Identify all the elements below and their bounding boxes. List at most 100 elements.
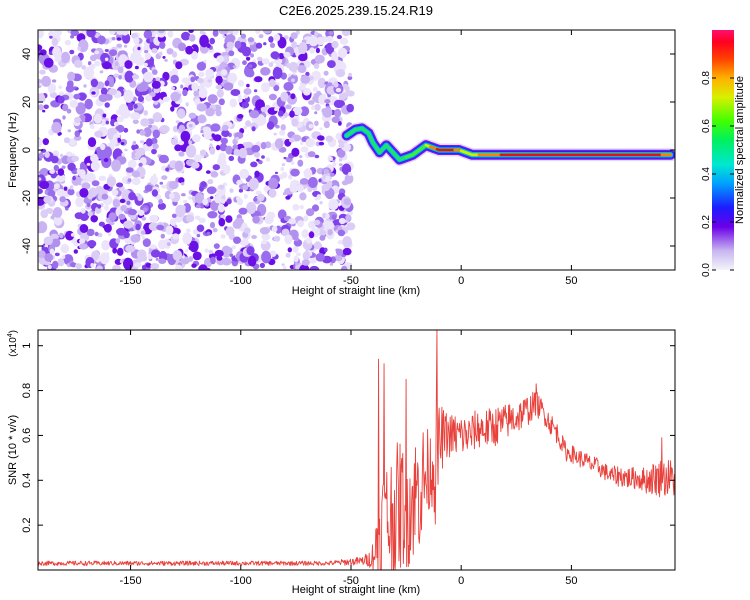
y-tick-label: 0.8: [21, 383, 33, 398]
noise-blob: [214, 194, 222, 204]
y-tick-label: -40: [21, 238, 33, 254]
noise-blob: [69, 138, 77, 147]
noise-blob: [43, 195, 52, 204]
noise-blob: [42, 138, 49, 146]
noise-blob: [218, 98, 225, 106]
noise-blob: [127, 178, 132, 183]
noise-blob: [203, 59, 207, 64]
noise-blob: [125, 167, 134, 173]
noise-blob: [281, 171, 288, 179]
noise-blob: [255, 30, 261, 35]
noise-blob: [261, 250, 272, 264]
noise-blob: [170, 74, 179, 84]
noise-blob: [151, 137, 158, 145]
noise-blob: [216, 255, 223, 261]
noise-blob: [90, 263, 95, 268]
noise-blob: [331, 51, 338, 60]
noise-blob: [54, 54, 62, 63]
noise-blob: [104, 117, 109, 122]
noise-blob: [70, 233, 75, 237]
noise-blob: [268, 177, 279, 190]
noise-blob: [341, 163, 352, 175]
noise-blob: [220, 234, 226, 239]
noise-blob: [145, 138, 153, 147]
noise-blob: [236, 179, 243, 185]
noise-blob: [49, 210, 53, 215]
noise-blob: [113, 121, 119, 127]
snr-series: [38, 330, 675, 570]
noise-blob: [64, 39, 71, 46]
noise-blob: [73, 249, 79, 254]
noise-blob: [191, 51, 198, 60]
noise-blob: [251, 235, 257, 239]
noise-blob: [143, 71, 154, 83]
noise-blob: [341, 30, 351, 37]
noise-blob: [217, 203, 225, 213]
noise-blob: [148, 77, 153, 81]
noise-blob: [60, 243, 70, 254]
noise-blob: [185, 102, 189, 107]
noise-blob: [168, 180, 179, 190]
noise-blob: [229, 98, 237, 108]
noise-blob: [313, 63, 320, 69]
noise-blob: [38, 30, 44, 39]
noise-blob: [171, 86, 176, 90]
noise-blob: [299, 205, 304, 210]
noise-blob: [203, 76, 213, 88]
noise-blob: [261, 58, 270, 65]
noise-blob: [85, 172, 96, 183]
x-tick-label: -150: [120, 275, 142, 287]
noise-blob: [253, 151, 261, 158]
noise-blob: [39, 180, 50, 190]
noise-blob: [290, 32, 298, 40]
y-tick-label: 1: [21, 343, 33, 349]
noise-blob: [328, 156, 334, 161]
noise-blob: [324, 99, 331, 104]
noise-blob: [50, 233, 59, 241]
noise-blob: [117, 137, 122, 143]
noise-blob: [94, 231, 99, 237]
noise-blob: [299, 192, 307, 201]
svg-text:(x104): (x104): [7, 330, 19, 357]
noise-blob: [277, 53, 285, 60]
noise-blob: [100, 52, 110, 64]
noise-blob: [148, 222, 159, 231]
noise-blob: [90, 215, 98, 223]
noise-blob: [264, 214, 274, 225]
noise-blob: [343, 198, 351, 206]
noise-blob: [242, 46, 251, 57]
noise-blob: [323, 168, 329, 175]
noise-blob: [79, 224, 89, 233]
noise-blob: [301, 229, 309, 239]
noise-blob: [192, 251, 202, 261]
noise-blob: [61, 165, 66, 169]
noise-blob: [166, 48, 174, 55]
noise-blob: [225, 34, 236, 42]
colorbar-label: Normalized spectral amplitude: [734, 76, 746, 224]
noise-blob: [123, 89, 134, 103]
noise-blob: [245, 56, 251, 61]
noise-blob: [288, 174, 293, 180]
noise-blob: [120, 108, 131, 119]
noise-blob: [158, 154, 169, 163]
noise-blob: [75, 197, 84, 208]
noise-blob: [38, 138, 43, 146]
noise-blob: [225, 226, 235, 237]
noise-blob: [323, 121, 330, 129]
noise-blob: [112, 247, 118, 254]
noise-blob: [87, 137, 97, 148]
noise-blob: [194, 192, 205, 204]
noise-blob: [104, 57, 109, 62]
noise-blob: [123, 231, 130, 239]
y-tick-label: 20: [21, 96, 33, 108]
noise-blob: [268, 93, 277, 101]
noise-blob: [38, 44, 43, 51]
noise-blob: [223, 55, 230, 63]
noise-blob: [233, 236, 241, 244]
x-tick-label: 0: [458, 275, 464, 287]
noise-blob: [289, 110, 295, 118]
noise-blob: [72, 175, 76, 181]
noise-blob: [285, 104, 292, 110]
noise-blob: [105, 120, 110, 125]
noise-blob: [167, 30, 174, 38]
